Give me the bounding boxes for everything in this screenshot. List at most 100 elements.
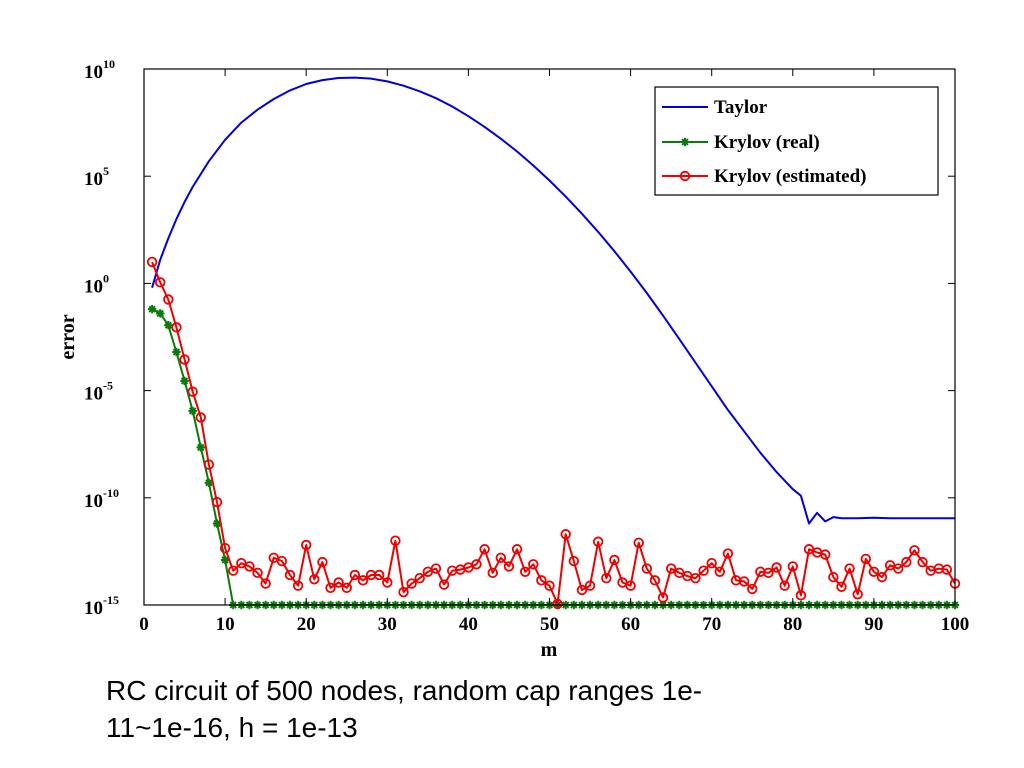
data-point-krylov-estimated — [260, 578, 271, 589]
x-tick-label: 30 — [378, 614, 397, 635]
data-point-krylov-real — [220, 555, 230, 565]
x-tick-labels: 0 10 20 30 40 50 60 70 80 90 100 — [139, 614, 969, 635]
x-tick-label: 10 — [216, 614, 235, 635]
data-point-krylov-estimated — [771, 562, 782, 573]
data-point-krylov-estimated — [203, 459, 215, 470]
y-tick-label: 10-10 — [84, 486, 119, 512]
data-point-krylov-estimated — [560, 529, 571, 540]
data-point-krylov-real — [204, 478, 214, 487]
y-tick-label: 1010 — [84, 57, 115, 83]
data-point-krylov-estimated — [511, 544, 523, 555]
x-axis-label: m — [541, 639, 558, 661]
data-point-krylov-estimated — [179, 354, 190, 365]
data-point-krylov-real — [147, 304, 157, 314]
caption-line-2: 11~1e-16, h = 1e-13 — [106, 712, 358, 743]
caption: RC circuit of 500 nodes, random cap rang… — [106, 672, 926, 746]
data-point-krylov-estimated — [641, 563, 653, 574]
data-point-krylov-estimated — [795, 590, 807, 601]
data-point-krylov-estimated — [219, 542, 231, 554]
legend-marker-krylov-estimated — [679, 170, 691, 182]
legend-star — [680, 137, 690, 147]
data-point-krylov-estimated — [284, 569, 296, 581]
data-point-krylov-estimated — [228, 565, 239, 576]
data-point-krylov-estimated — [309, 574, 320, 585]
data-point-krylov-estimated — [390, 535, 401, 546]
data-point-krylov-estimated — [292, 580, 304, 591]
x-tick-label: 70 — [702, 614, 721, 635]
data-point-krylov-estimated — [722, 548, 734, 559]
data-point-krylov-estimated — [584, 580, 596, 591]
data-point-krylov-estimated — [568, 555, 580, 567]
data-point-krylov-estimated — [503, 561, 515, 572]
data-point-krylov-estimated — [406, 578, 417, 589]
data-point-krylov-estimated — [544, 580, 555, 591]
data-point-krylov-estimated — [479, 544, 490, 555]
legend-label-krylov-estimated: Krylov (estimated) — [714, 166, 866, 187]
data-point-krylov-estimated — [763, 567, 774, 579]
y-tick-label: 100 — [84, 271, 109, 297]
data-point-krylov-estimated — [633, 537, 644, 549]
data-point-krylov-real — [196, 443, 205, 452]
data-point-krylov-estimated — [430, 563, 442, 574]
x-tick-label: 80 — [783, 614, 802, 635]
data-point-krylov-estimated — [690, 573, 701, 584]
data-point-krylov-estimated — [893, 563, 904, 574]
data-point-krylov-estimated — [471, 559, 482, 570]
data-point-krylov-estimated — [852, 589, 863, 600]
data-point-krylov-estimated — [301, 539, 312, 551]
data-point-krylov-estimated — [909, 545, 920, 556]
data-point-krylov-estimated — [820, 549, 831, 560]
data-point-krylov-estimated — [333, 577, 344, 588]
data-point-krylov-estimated — [146, 256, 158, 268]
data-point-krylov-estimated — [665, 563, 677, 574]
tick-marks — [143, 68, 956, 606]
data-point-krylov-estimated — [657, 592, 669, 603]
data-point-krylov-estimated — [252, 567, 263, 579]
data-point-krylov-estimated — [487, 567, 498, 579]
legend-label-taylor: Taylor — [714, 97, 768, 118]
data-point-krylov-real — [188, 406, 197, 416]
data-point-krylov-estimated — [357, 575, 369, 586]
series-line-taylor — [151, 76, 955, 525]
data-point-krylov-estimated — [828, 571, 839, 583]
data-point-krylov-estimated — [876, 571, 888, 583]
data-point-krylov-estimated — [211, 496, 223, 508]
data-point-krylov-real — [172, 347, 181, 357]
data-point-krylov-estimated — [836, 581, 847, 592]
data-point-krylov-estimated — [349, 569, 361, 581]
y-axis-label: error — [57, 314, 79, 359]
x-tick-label: 40 — [459, 614, 478, 635]
legend: Taylor Krylov (real) Krylov (estimated) — [654, 86, 939, 196]
x-tick-label: 90 — [864, 614, 883, 635]
chart: 0 10 20 30 40 50 60 70 80 90 100 1010 105 100 10-5 10-… — [57, 57, 970, 661]
data-point-krylov-estimated — [901, 556, 912, 568]
data-point-krylov-estimated — [373, 569, 385, 581]
x-tick-label: 100 — [941, 614, 970, 635]
y-tick-label: 10-5 — [84, 379, 113, 405]
data-point-krylov-estimated — [747, 583, 758, 595]
data-point-krylov-real — [180, 376, 189, 386]
x-tick-label: 20 — [297, 614, 316, 635]
data-point-krylov-estimated — [714, 566, 726, 577]
legend-marker-krylov-real — [680, 137, 690, 147]
data-point-krylov-estimated — [414, 573, 425, 584]
data-point-krylov-estimated — [844, 563, 855, 574]
data-point-krylov-estimated — [609, 554, 620, 566]
data-point-krylov-estimated — [276, 555, 288, 567]
data-point-krylov-estimated — [519, 566, 531, 577]
data-point-krylov-estimated — [438, 579, 450, 590]
data-point-krylov-estimated — [706, 557, 717, 569]
data-point-krylov-estimated — [738, 576, 750, 587]
data-point-krylov-estimated — [163, 294, 174, 305]
data-point-krylov-estimated — [195, 412, 206, 423]
data-point-krylov-estimated — [698, 565, 709, 576]
data-point-krylov-estimated — [317, 556, 328, 568]
data-point-krylov-estimated — [592, 536, 604, 547]
data-point-krylov-estimated — [649, 575, 661, 586]
data-point-krylov-estimated — [625, 580, 636, 591]
data-point-krylov-estimated — [187, 386, 198, 397]
data-point-krylov-estimated — [536, 575, 547, 586]
data-point-krylov-real — [212, 519, 222, 528]
y-tick-label: 105 — [84, 164, 109, 190]
caption-line-1: RC circuit of 500 nodes, random cap rang… — [106, 675, 703, 706]
